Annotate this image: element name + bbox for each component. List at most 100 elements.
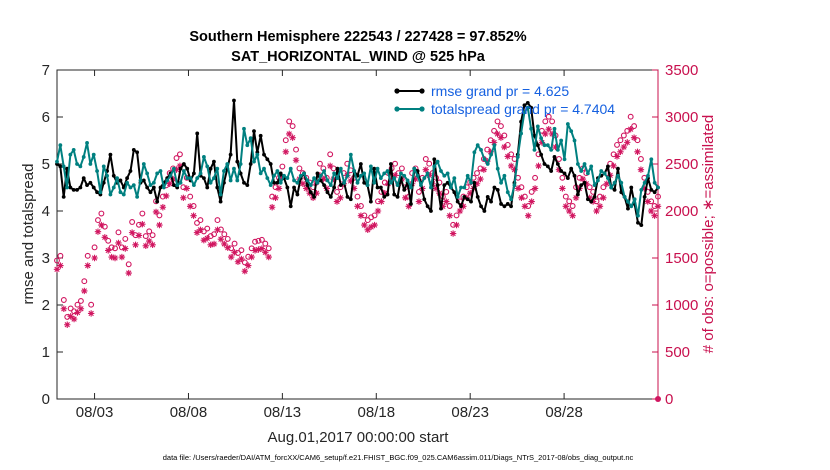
totalspread-point bbox=[198, 171, 203, 176]
rmse-point bbox=[111, 173, 116, 178]
totalspread-point bbox=[272, 173, 276, 178]
totalspread-point bbox=[61, 164, 66, 169]
rmse-point bbox=[492, 185, 497, 190]
totalspread-point bbox=[268, 183, 273, 188]
totalspread-point bbox=[145, 171, 150, 176]
obs-possible-point bbox=[217, 226, 224, 233]
obs-assimilated-point bbox=[224, 244, 231, 251]
rmse-point bbox=[582, 180, 587, 185]
rmse-point bbox=[589, 199, 594, 204]
obs-possible-point bbox=[204, 225, 211, 232]
obs-possible-point bbox=[422, 156, 429, 162]
obs-assimilated-point bbox=[207, 241, 214, 249]
totalspread-point bbox=[175, 183, 180, 188]
totalspread-point bbox=[629, 204, 634, 209]
totalspread-point bbox=[98, 190, 103, 195]
obs-possible-point bbox=[64, 313, 71, 320]
totalspread-point bbox=[188, 176, 193, 181]
obs-possible-point bbox=[501, 132, 508, 139]
totalspread-point bbox=[579, 169, 584, 173]
obs-possible-point bbox=[57, 252, 64, 259]
rmse-point bbox=[91, 185, 96, 190]
totalspread-point bbox=[549, 148, 554, 152]
obs-assimilated-point bbox=[115, 239, 122, 247]
rmse-point bbox=[185, 166, 190, 171]
rmse-point bbox=[495, 187, 500, 192]
obs-possible-point bbox=[610, 151, 617, 158]
obs-possible-point bbox=[200, 228, 207, 235]
x-axis-label: Aug.01,2017 00:00:00 start bbox=[268, 429, 450, 446]
obs-assimilated-point bbox=[251, 247, 259, 254]
obs-assimilated-point bbox=[241, 267, 249, 275]
totalspread-point bbox=[565, 122, 570, 126]
totalspread-point bbox=[465, 173, 470, 178]
obs-assimilated-point bbox=[535, 162, 542, 170]
obs-possible-point bbox=[77, 297, 84, 304]
totalspread-point bbox=[455, 195, 460, 199]
totalspread-point bbox=[358, 173, 363, 178]
totalspread-point bbox=[151, 180, 156, 185]
series-layer bbox=[53, 98, 662, 402]
obs-possible-point bbox=[129, 219, 136, 225]
obs-assimilated-point bbox=[654, 203, 662, 210]
obs-assimilated-point bbox=[511, 166, 518, 173]
obs-assimilated-point bbox=[624, 139, 631, 146]
obs-possible-point bbox=[293, 146, 299, 153]
obs-assimilated-point bbox=[566, 207, 573, 215]
rmse-point bbox=[358, 162, 363, 166]
obs-assimilated-point bbox=[173, 166, 180, 173]
obs-assimilated-point bbox=[559, 185, 566, 192]
obs-assimilated-point bbox=[647, 207, 655, 215]
rmse-point bbox=[158, 185, 163, 190]
x-tick-label: 08/13 bbox=[264, 404, 302, 421]
obs-assimilated-point bbox=[282, 148, 289, 155]
totalspread-point bbox=[208, 180, 213, 185]
obs-assimilated-point bbox=[303, 185, 310, 192]
obs-assimilated-point bbox=[347, 177, 354, 185]
obs-assimilated-point bbox=[227, 253, 235, 261]
rmse-point bbox=[562, 171, 567, 176]
obs-possible-point bbox=[566, 198, 573, 205]
rmse-point bbox=[258, 133, 263, 138]
rmse-point bbox=[191, 171, 196, 176]
obs-possible-point bbox=[238, 247, 245, 254]
obs-assimilated-point bbox=[286, 130, 293, 138]
rmse-point bbox=[629, 185, 634, 190]
rmse-point bbox=[425, 204, 430, 209]
totalspread-point bbox=[115, 176, 119, 181]
obs-possible-point bbox=[627, 113, 634, 120]
obs-assimilated-point bbox=[600, 194, 607, 202]
totalspread-point bbox=[559, 138, 564, 143]
obs-assimilated-point bbox=[443, 198, 450, 205]
obs-assimilated-point bbox=[391, 172, 399, 179]
obs-assimilated-point bbox=[320, 175, 327, 183]
rmse-point bbox=[68, 185, 73, 190]
obs-assimilated-point bbox=[111, 254, 119, 262]
obs-assimilated-point bbox=[538, 139, 546, 146]
totalspread-point bbox=[328, 183, 333, 188]
rmse-point bbox=[459, 204, 463, 209]
obs-possible-point bbox=[586, 184, 593, 191]
rmse-point bbox=[642, 195, 647, 199]
totalspread-point bbox=[275, 169, 280, 173]
obs-possible-point bbox=[596, 193, 603, 200]
rmse-point bbox=[422, 197, 427, 202]
obs-possible-point bbox=[108, 244, 115, 251]
obs-assimilated-point bbox=[579, 175, 587, 183]
rmse-point bbox=[338, 183, 343, 188]
obs-assimilated-point bbox=[381, 189, 389, 197]
totalspread-point bbox=[158, 169, 163, 173]
totalspread-point bbox=[459, 185, 463, 190]
obs-possible-point bbox=[381, 179, 388, 186]
rmse-point bbox=[208, 166, 213, 171]
totalspread-point bbox=[338, 166, 343, 171]
totalspread-point bbox=[489, 152, 493, 157]
obs-possible-point bbox=[542, 118, 549, 125]
totalspread-point bbox=[599, 169, 604, 173]
legend-spread-label: totalspread grand pr = 4.7404 bbox=[431, 101, 615, 117]
totalspread-point bbox=[252, 159, 256, 164]
totalspread-point bbox=[519, 131, 524, 136]
obs-assimilated-point bbox=[272, 194, 279, 202]
totalspread-point bbox=[322, 169, 327, 173]
obs-assimilated-point bbox=[57, 262, 64, 269]
